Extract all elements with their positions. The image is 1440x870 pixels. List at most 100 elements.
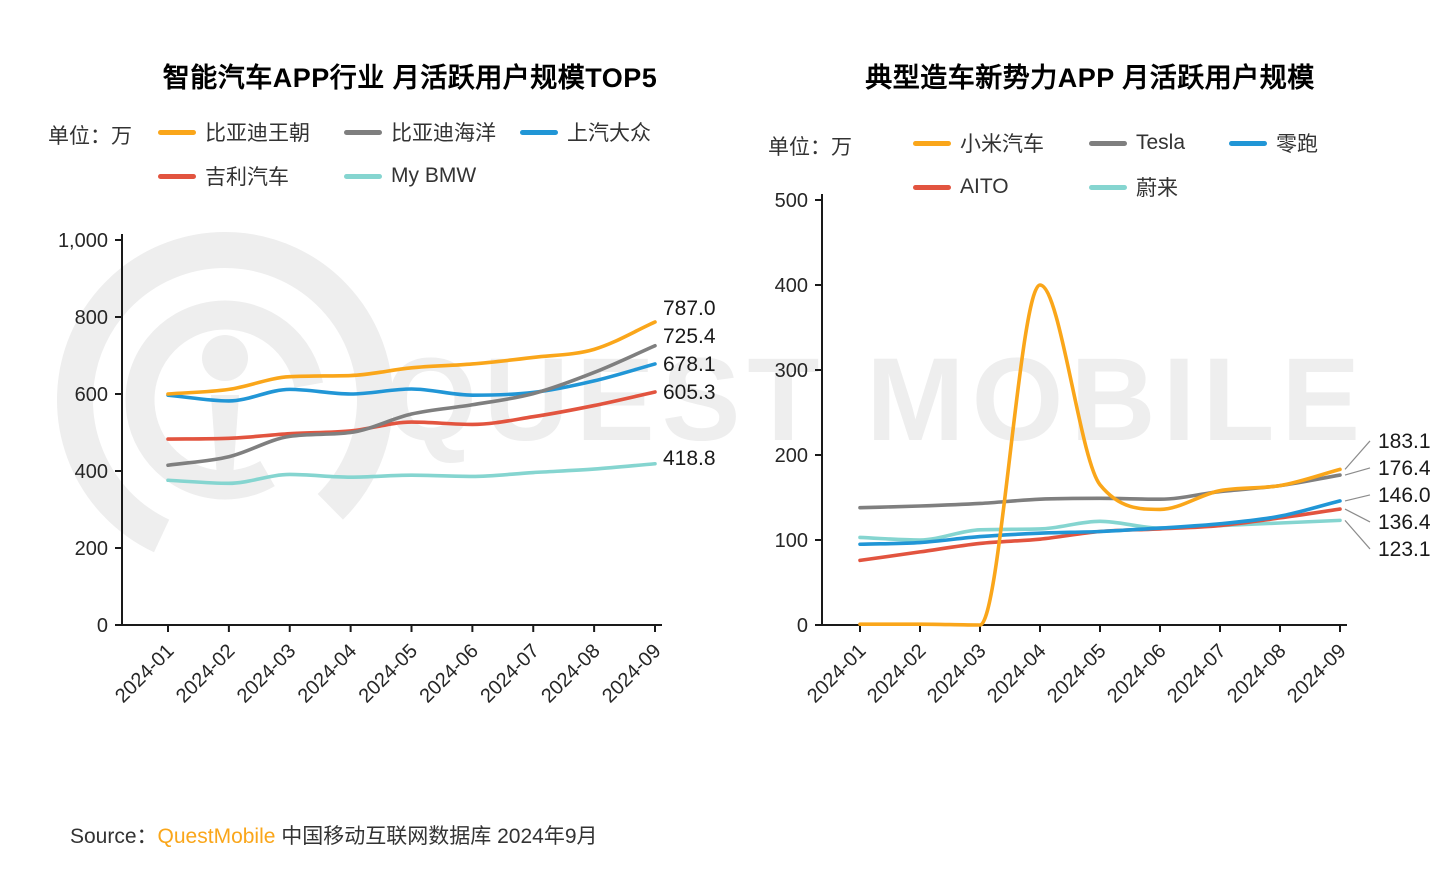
left-chart-legend: 比亚迪王朝 比亚迪海洋 上汽大众吉利汽车 My BMW — [158, 118, 690, 190]
svg-text:2024-07: 2024-07 — [1163, 640, 1230, 707]
legend-label: 比亚迪王朝 — [205, 122, 310, 145]
end-label-0-4: 418.8 — [663, 447, 716, 470]
left-unit-label: 单位：万 — [48, 125, 132, 148]
x-axis-labels: 2024-012024-022024-032024-042024-052024-… — [111, 625, 666, 707]
legend-item-0-3: 吉利汽车 — [158, 162, 344, 190]
legend-item-1-0: 小米汽车 — [913, 129, 1089, 157]
legend-item-0-4: My BMW — [344, 162, 520, 190]
svg-text:200: 200 — [775, 445, 808, 467]
series-line-1-0 — [858, 283, 1342, 627]
left-chart-title: 智能汽车APP行业 月活跃用户规模TOP5 — [162, 63, 658, 93]
svg-text:2024-02: 2024-02 — [863, 640, 930, 707]
svg-text:1,000: 1,000 — [58, 230, 108, 252]
legend-label: 上汽大众 — [567, 122, 651, 145]
svg-text:2024-07: 2024-07 — [476, 640, 543, 707]
legend-label: Tesla — [1136, 131, 1186, 154]
chart-left-plot: 02004006008001,0002024-012024-022024-032… — [58, 230, 716, 707]
legend-swatch — [913, 140, 951, 146]
series-end-labels: 787.0 725.4 678.1 605.3 418.8 — [663, 297, 716, 470]
series-line-0-3 — [166, 390, 657, 441]
svg-text:500: 500 — [775, 190, 808, 212]
legend-swatch — [1229, 140, 1267, 146]
svg-text:300: 300 — [775, 360, 808, 382]
legend-label: 零跑 — [1276, 133, 1318, 156]
svg-text:2024-09: 2024-09 — [1283, 640, 1350, 707]
legend-item-0-2: 上汽大众 — [520, 118, 690, 146]
end-label-0-3: 605.3 — [663, 381, 716, 404]
legend-swatch — [344, 173, 382, 179]
legend-item-1-1: Tesla — [1089, 129, 1229, 157]
source-line: Source：QuestMobile 中国移动互联网数据库 2024年9月 — [70, 820, 598, 850]
svg-text:2024-08: 2024-08 — [1223, 640, 1290, 707]
svg-text:2024-06: 2024-06 — [415, 640, 482, 707]
svg-text:2024-05: 2024-05 — [1043, 640, 1110, 707]
svg-text:0: 0 — [97, 615, 108, 637]
svg-text:800: 800 — [75, 307, 108, 329]
right-unit-label: 单位：万 — [768, 136, 852, 159]
svg-text:2024-02: 2024-02 — [172, 640, 239, 707]
end-label-1-0: 183.1 — [1378, 430, 1431, 453]
svg-text:2024-05: 2024-05 — [355, 640, 422, 707]
series-line-0-0 — [166, 320, 657, 396]
legend-item-1-3: AITO — [913, 173, 1089, 201]
end-label-0-2: 678.1 — [663, 353, 716, 376]
svg-text:2024-01: 2024-01 — [111, 640, 178, 707]
legend-swatch — [913, 184, 951, 190]
svg-text:0: 0 — [797, 615, 808, 637]
legend-label: 比亚迪海洋 — [391, 122, 496, 145]
legend-label: AITO — [960, 175, 1009, 198]
svg-text:100: 100 — [775, 530, 808, 552]
end-label-1-2: 146.0 — [1378, 484, 1431, 507]
legend-swatch — [158, 173, 196, 179]
legend-swatch — [1089, 184, 1127, 190]
legend-item-0-1: 比亚迪海洋 — [344, 118, 520, 146]
series-line-0-2 — [166, 362, 657, 403]
svg-text:600: 600 — [75, 384, 108, 406]
series-line-0-4 — [166, 461, 657, 486]
questmobile-logo-icon — [57, 232, 393, 568]
legend-item-1-4: 蔚来 — [1089, 173, 1229, 201]
svg-text:2024-04: 2024-04 — [294, 640, 361, 707]
legend-swatch — [520, 129, 558, 135]
y-axis-labels: 0 100 200 300 400 500 — [775, 190, 822, 637]
legend-swatch — [158, 129, 196, 135]
legend-label: 小米汽车 — [960, 133, 1044, 156]
svg-text:2024-01: 2024-01 — [803, 640, 870, 707]
end-label-1-1: 176.4 — [1378, 457, 1431, 480]
series-line-1-4 — [858, 518, 1342, 542]
chart-right-plot: 01002003004005002024-012024-022024-03202… — [775, 190, 1431, 707]
legend-label: 蔚来 — [1136, 177, 1178, 200]
legend-item-0-0: 比亚迪王朝 — [158, 118, 344, 146]
right-chart-legend: 小米汽车 Tesla 零跑 AITO 蔚来 — [913, 129, 1359, 201]
legend-label: My BMW — [391, 164, 477, 187]
series-line-1-1 — [858, 473, 1342, 510]
legend-item-1-2: 零跑 — [1229, 129, 1359, 157]
svg-text:2024-04: 2024-04 — [983, 640, 1050, 707]
end-label-0-0: 787.0 — [663, 297, 716, 320]
legend-swatch — [344, 129, 382, 135]
legend-swatch — [1089, 140, 1127, 146]
series-line-0-1 — [166, 343, 657, 468]
end-label-0-1: 725.4 — [663, 325, 716, 348]
right-chart-title: 典型造车新势力APP 月活跃用户规模 — [865, 63, 1315, 93]
svg-text:400: 400 — [775, 275, 808, 297]
svg-text:2024-06: 2024-06 — [1103, 640, 1170, 707]
source-suffix: 中国移动互联网数据库 2024年9月 — [275, 825, 598, 848]
svg-text:2024-08: 2024-08 — [537, 640, 604, 707]
svg-text:2024-09: 2024-09 — [598, 640, 665, 707]
svg-text:200: 200 — [75, 538, 108, 560]
legend-label: 吉利汽车 — [205, 166, 289, 189]
series-line-1-2 — [858, 499, 1342, 547]
end-label-1-3: 136.4 — [1378, 511, 1431, 534]
source-brand: QuestMobile — [157, 825, 276, 848]
svg-text:400: 400 — [75, 461, 108, 483]
series-end-labels: 183.1 176.4 146.0 136.4 123.1 — [1344, 430, 1431, 561]
svg-text:2024-03: 2024-03 — [923, 640, 990, 707]
svg-text:2024-03: 2024-03 — [233, 640, 300, 707]
end-label-1-4: 123.1 — [1378, 538, 1431, 561]
source-label: Source： — [70, 825, 158, 848]
y-axis-labels: 0 200 400 600 800 1,000 — [58, 230, 122, 637]
x-axis-labels: 2024-012024-022024-032024-042024-052024-… — [803, 625, 1351, 707]
